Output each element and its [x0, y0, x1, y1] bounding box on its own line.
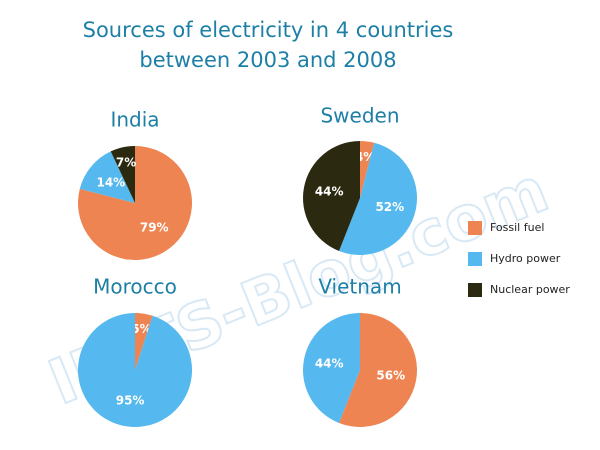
slice-label: 52% [375, 200, 404, 214]
slice-label: 95% [116, 393, 145, 407]
pie-slice [78, 313, 193, 427]
pie-title: India [110, 108, 159, 132]
pie-slice [135, 313, 153, 370]
slice-label: 44% [315, 357, 344, 371]
pie-slice [360, 141, 375, 198]
pie-slice [339, 313, 418, 427]
legend-swatch [468, 252, 482, 266]
pie-title: Morocco [93, 275, 177, 299]
slice-label: 79% [140, 220, 169, 234]
legend-swatch [468, 221, 482, 235]
title-line: between 2003 and 2008 [139, 48, 396, 72]
slice-label: 14% [96, 176, 125, 190]
pie-slice [79, 151, 135, 203]
title-line: Sources of electricity in 4 countries [83, 18, 454, 42]
slice-label: 56% [376, 368, 405, 382]
pie-title: Sweden [320, 104, 399, 128]
pie-slice [303, 141, 360, 251]
legend-label: Fossil fuel [490, 221, 544, 234]
pie-slice [339, 142, 418, 256]
pie-slice [110, 146, 135, 203]
slice-label: 7% [116, 155, 136, 169]
legend-label: Nuclear power [490, 283, 570, 296]
legend-swatch [468, 283, 482, 297]
legend-label: Hydro power [490, 252, 561, 265]
pie-slice [303, 313, 360, 423]
slice-label: 44% [315, 185, 344, 199]
pie-title: Vietnam [318, 275, 401, 299]
chart-title: Sources of electricity in 4 countries bet… [83, 18, 454, 72]
slice-label: 5% [131, 322, 151, 336]
